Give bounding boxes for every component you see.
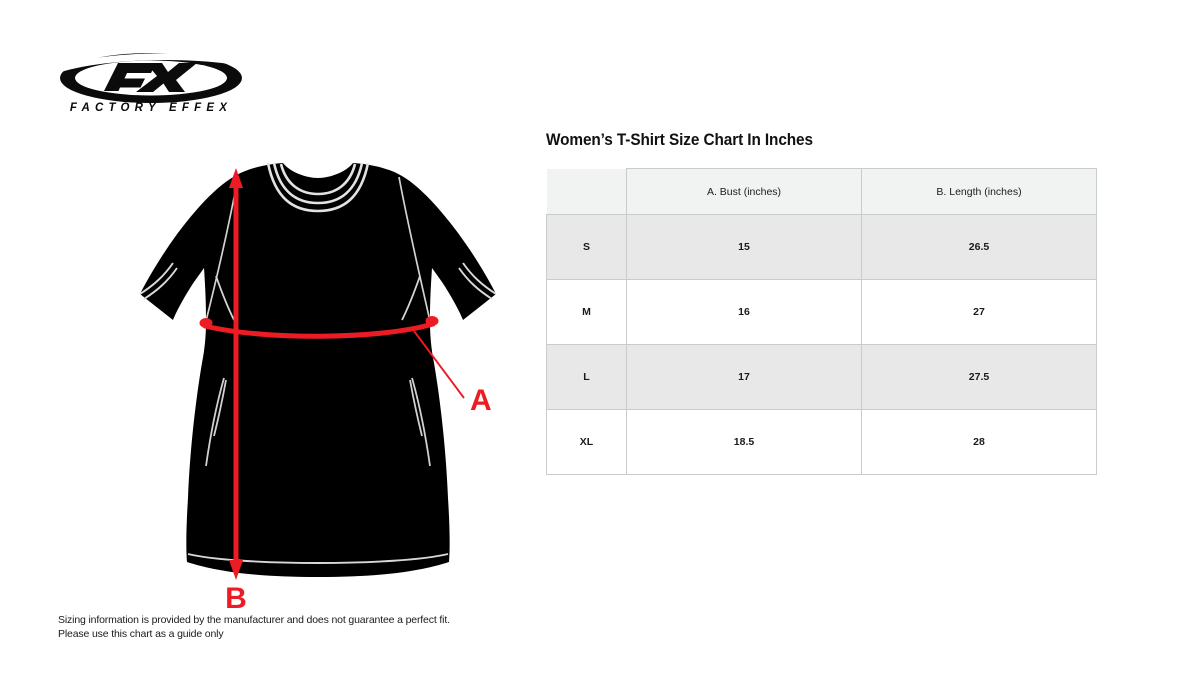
brand-logo: FACTORY EFFEX: [58, 52, 244, 114]
disclaimer-line-2: Please use this chart as a guide only: [58, 627, 224, 640]
measure-label-b: B: [225, 582, 247, 608]
cell-size: L: [546, 344, 627, 410]
cell-length: 27: [861, 279, 1097, 345]
tshirt-illustration: A B: [78, 158, 528, 608]
cell-length: 27.5: [861, 344, 1097, 410]
bust-leader-line: [413, 330, 465, 399]
length-measure-arrow-b: [229, 168, 243, 580]
cell-length: 28: [861, 409, 1097, 475]
cell-size: S: [546, 214, 627, 280]
womens-tshirt-icon: A B: [139, 162, 497, 608]
sleeve-hems: [139, 262, 497, 300]
table-row: L 17 27.5: [546, 344, 1097, 410]
table-header-row: A. Bust (inches) B. Length (inches): [546, 168, 1097, 215]
column-header-bust: A. Bust (inches): [626, 168, 862, 215]
table-row: S 15 26.5: [546, 214, 1097, 280]
fx-oval-logo: FACTORY EFFEX: [59, 53, 243, 114]
cell-bust: 15: [626, 214, 862, 280]
underarm-creases: [215, 275, 421, 321]
column-header-length: B. Length (inches): [861, 168, 1097, 215]
cell-size: XL: [546, 409, 627, 475]
cell-bust: 17: [626, 344, 862, 410]
tshirt-silhouette: [140, 163, 496, 577]
cell-bust: 18.5: [626, 409, 862, 475]
cell-length: 26.5: [861, 214, 1097, 280]
size-chart-panel: Women’s T-Shirt Size Chart In Inches A. …: [546, 131, 1098, 475]
table-row: XL 18.5 28: [546, 409, 1097, 475]
table-row: M 16 27: [546, 279, 1097, 345]
brand-wordmark: FACTORY EFFEX: [70, 102, 232, 114]
cell-bust: 16: [626, 279, 862, 345]
table-corner-cell: [546, 168, 627, 215]
cell-size: M: [546, 279, 627, 345]
waist-darts: [205, 377, 431, 467]
disclaimer-text: Sizing information is provided by the ma…: [58, 614, 488, 641]
collar-stitching: [266, 162, 370, 213]
measure-label-a: A: [470, 384, 492, 417]
bust-measure-band-a: [199, 316, 439, 339]
disclaimer-line-1: Sizing information is provided by the ma…: [58, 614, 450, 626]
bottom-hem-stitch: [187, 553, 449, 564]
page-title: Women’s T-Shirt Size Chart In Inches: [546, 131, 813, 149]
size-chart-table: A. Bust (inches) B. Length (inches) S 15…: [546, 168, 1097, 475]
